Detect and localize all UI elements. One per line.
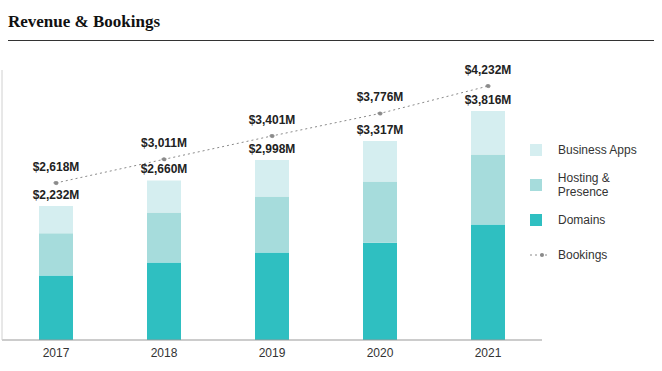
svg-text:2021: 2021 [475, 346, 502, 360]
svg-text:2020: 2020 [367, 346, 394, 360]
svg-text:$3,401M: $3,401M [249, 113, 296, 127]
svg-text:2019: 2019 [259, 346, 286, 360]
html-text:Bookings: Bookings [558, 247, 608, 262]
html-text:Domains: Domains [558, 212, 606, 227]
svg-text:$2,618M: $2,618M [33, 160, 80, 174]
svg-text:$2,998M: $2,998M [249, 142, 296, 156]
svg-text:2018: 2018 [151, 346, 178, 360]
html-text:Revenue & Bookings: Revenue & Bookings [8, 12, 161, 31]
svg-text:2017: 2017 [43, 346, 70, 360]
html-text:Business Apps: Business Apps [558, 142, 637, 157]
svg-text:$3,816M: $3,816M [465, 93, 512, 107]
svg-text:$2,660M: $2,660M [141, 162, 188, 176]
svg-text:$3,776M: $3,776M [357, 90, 404, 104]
svg-text:$3,317M: $3,317M [357, 123, 404, 137]
html-text:Hosting & Presence: Hosting & Presence [557, 170, 610, 199]
svg-text:$2,232M: $2,232M [33, 188, 80, 202]
svg-text:$4,232M: $4,232M [465, 63, 512, 77]
svg-text:$3,011M: $3,011M [141, 136, 187, 150]
